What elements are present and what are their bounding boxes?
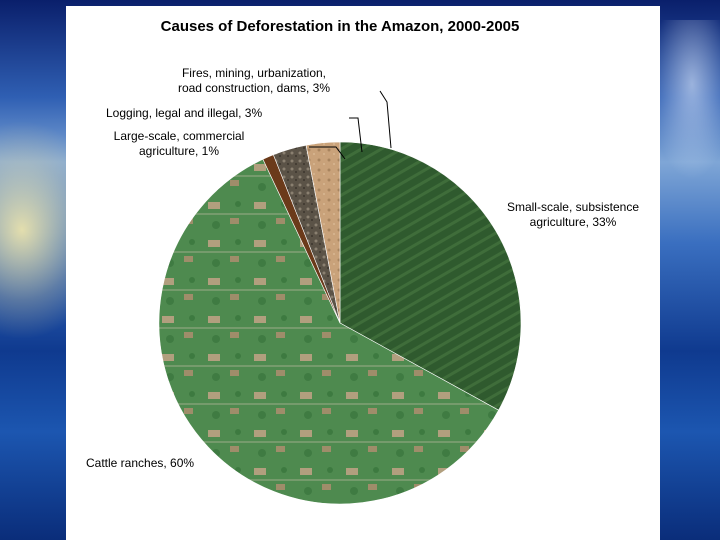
label-fires-line1: Fires, mining, urbanization, (181, 66, 327, 80)
label-small-scale: Small-scale, subsistence agriculture, 33… (498, 200, 648, 230)
slice-fires-mining (305, 141, 341, 324)
slide-panel: Causes of Deforestation in the Amazon, 2… (66, 6, 660, 540)
leader-lines (309, 90, 392, 160)
chart-title: Causes of Deforestation in the Amazon, 2… (160, 18, 520, 35)
label-fires: Fires, mining, urbanization, road constr… (134, 66, 374, 96)
background-glow-right (650, 20, 720, 180)
label-logging: Logging, legal and illegal, 3% (106, 106, 263, 120)
label-large-scale: Large-scale, commercial agriculture, 1% (104, 129, 254, 159)
slice-cattle-ranches (158, 158, 500, 505)
leader-line-logging (349, 117, 363, 153)
label-large-line1: Large-scale, commercial (113, 129, 245, 143)
label-cattle: Cattle ranches, 60% (86, 456, 195, 470)
leader-line-large (309, 146, 346, 160)
pie-slices (158, 141, 522, 505)
label-small-line1: Small-scale, subsistence (506, 200, 640, 214)
slice-small-scale-agriculture (339, 141, 522, 411)
label-large-line2: agriculture, 1% (138, 144, 220, 158)
label-small-line2: agriculture, 33% (529, 215, 617, 229)
label-fires-line2: road construction, dams, 3% (177, 81, 331, 95)
pie-chart (158, 90, 522, 505)
leader-line-fires (379, 90, 392, 149)
